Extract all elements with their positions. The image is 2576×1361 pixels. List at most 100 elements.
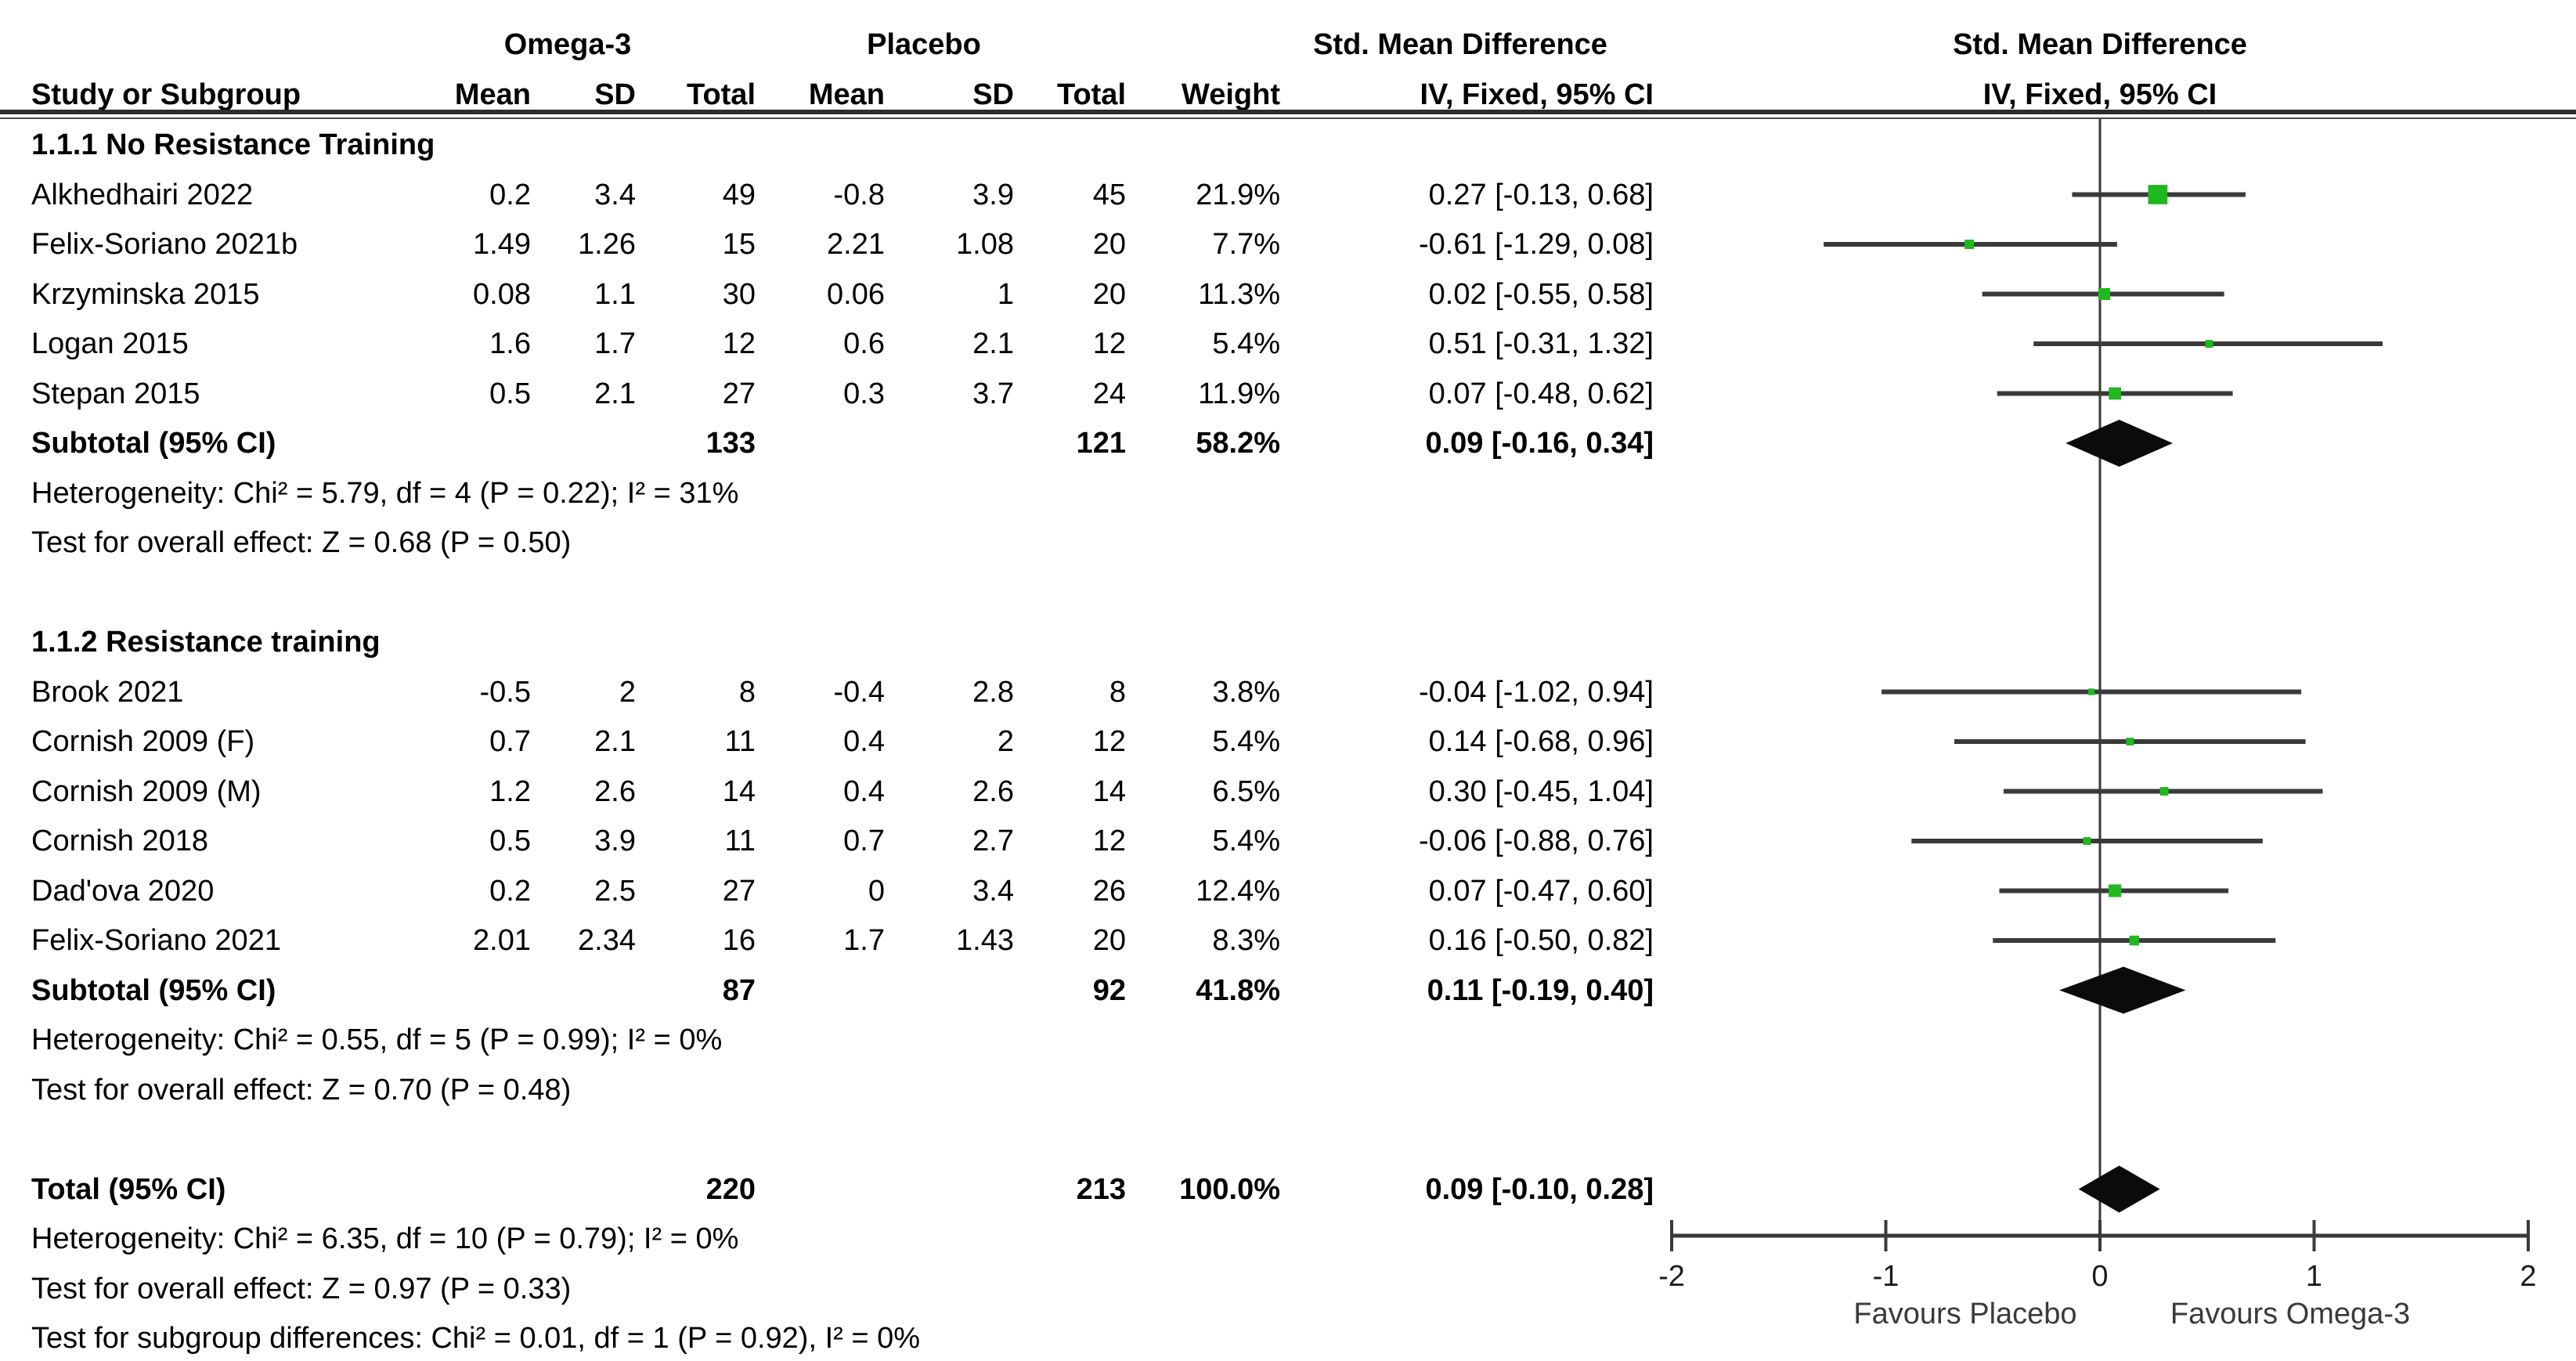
treatment-sd-cell: 3.9: [594, 825, 636, 857]
ci-text-cell: 0.02 [-0.55, 0.58]: [1428, 277, 1654, 311]
treatment-total-cell: 16: [722, 924, 756, 957]
control-mean-cell: 0.4: [843, 725, 885, 758]
treatment-total-cell: 14: [722, 774, 756, 808]
weight-cell: 12.4%: [1196, 874, 1280, 908]
treatment-sd-cell: 2.6: [594, 774, 636, 808]
study-name-cell: Krzyminska 2015: [31, 277, 260, 311]
study-name-cell: Cornish 2009 (F): [31, 725, 255, 758]
weight-cell: 6.5%: [1212, 774, 1280, 808]
overall-effect-text: Test for overall effect: Z = 0.70 (P = 0…: [31, 1073, 572, 1106]
treatment-sd-cell: 2.1: [594, 725, 636, 758]
weight-cell: 5.4%: [1212, 327, 1280, 360]
control-total-cell: 12: [1092, 327, 1126, 360]
total-label: Total (95% CI): [31, 1172, 226, 1206]
control-mean-cell: 1.7: [843, 924, 885, 957]
ci-text-cell: 0.11 [-0.19, 0.40]: [1427, 973, 1654, 1007]
effect-square: [2087, 688, 2095, 695]
ci-text-cell: -0.61 [-1.29, 0.08]: [1419, 228, 1654, 261]
control-sd-cell: 3.4: [972, 874, 1014, 908]
overall-effect-text: Test for overall effect: Z = 0.97 (P = 0…: [31, 1272, 572, 1305]
subgroup-header: 1.1.2 Resistance training: [31, 626, 381, 659]
treatment-sd-cell: 3.4: [594, 178, 636, 211]
axis-tick-label: 0: [2091, 1260, 2109, 1293]
study-name-cell: Logan 2015: [31, 327, 189, 360]
axis-tick-label: 1: [2305, 1260, 2323, 1293]
control-total-cell: 213: [1076, 1172, 1126, 1206]
treatment-sd-cell: 2.5: [594, 874, 636, 908]
study-name-cell: Cornish 2009 (M): [31, 774, 262, 808]
treatment-mean-cell: 0.5: [489, 825, 531, 857]
control-total-cell: 20: [1092, 277, 1126, 311]
control-mean-cell: 0.6: [843, 327, 885, 360]
treatment-mean-cell: 0.2: [489, 874, 531, 908]
treatment-total-cell: 49: [722, 178, 756, 211]
treatment-mean-cell: -0.5: [479, 675, 531, 709]
treatment-total-cell: 15: [722, 228, 756, 261]
overall-effect-text: Test for overall effect: Z = 0.68 (P = 0…: [31, 526, 572, 559]
header-total-treatment: Total: [687, 78, 756, 111]
header-effect-left: Std. Mean Difference: [1313, 28, 1607, 61]
weight-cell: 8.3%: [1212, 924, 1280, 957]
control-total-cell: 24: [1092, 377, 1126, 410]
study-name-cell: Felix-Soriano 2021b: [31, 228, 298, 261]
header-divider-rule: [0, 110, 2576, 119]
heterogeneity-text: Heterogeneity: Chi² = 5.79, df = 4 (P = …: [31, 476, 739, 510]
header-treatment-group: Omega-3: [503, 28, 632, 61]
header-total-control: Total: [1057, 78, 1126, 111]
weight-cell: 7.7%: [1212, 228, 1280, 261]
ci-text-cell: 0.09 [-0.16, 0.34]: [1425, 427, 1654, 460]
control-sd-cell: 2.6: [972, 774, 1014, 808]
treatment-total-cell: 8: [738, 675, 756, 709]
header-mean-control: Mean: [808, 78, 885, 111]
control-sd-cell: 3.9: [972, 178, 1014, 211]
subtotal-label: Subtotal (95% CI): [31, 973, 276, 1007]
total-diamond: [2078, 1165, 2160, 1213]
control-sd-cell: 2.7: [972, 825, 1014, 857]
control-sd-cell: 3.7: [972, 377, 1014, 410]
control-total-cell: 20: [1092, 924, 1126, 957]
weight-cell: 11.3%: [1198, 277, 1280, 311]
control-mean-cell: 0.06: [827, 277, 885, 311]
control-total-cell: 14: [1092, 774, 1126, 808]
header-sd-treatment: SD: [594, 78, 636, 111]
control-total-cell: 45: [1092, 178, 1126, 211]
effect-square: [2098, 287, 2111, 301]
effect-square: [2109, 387, 2121, 400]
control-total-cell: 26: [1092, 874, 1126, 908]
treatment-sd-cell: 2.1: [594, 377, 636, 410]
control-mean-cell: 0.7: [843, 825, 885, 857]
weight-cell: 21.9%: [1196, 178, 1280, 211]
study-name-cell: Cornish 2018: [31, 825, 209, 857]
header-method-left: IV, Fixed, 95% CI: [1420, 78, 1654, 111]
header-method-right: IV, Fixed, 95% CI: [1983, 78, 2217, 111]
treatment-total-cell: 27: [722, 377, 756, 410]
header-mean-treatment: Mean: [454, 78, 531, 111]
ci-text-cell: 0.07 [-0.48, 0.62]: [1428, 377, 1654, 410]
treatment-mean-cell: 0.5: [489, 377, 531, 410]
subtotal-diamond: [2059, 966, 2186, 1014]
control-total-cell: 12: [1092, 825, 1126, 857]
treatment-sd-cell: 2: [619, 675, 636, 709]
control-mean-cell: -0.8: [833, 178, 885, 211]
effect-square: [2148, 185, 2168, 204]
weight-cell: 5.4%: [1212, 825, 1280, 857]
control-sd-cell: 2.1: [972, 327, 1014, 360]
treatment-sd-cell: 2.34: [578, 924, 636, 957]
header-study-or-subgroup: Study or Subgroup: [31, 78, 301, 111]
control-total-cell: 121: [1076, 427, 1126, 460]
effect-square: [2159, 787, 2169, 796]
ci-text-cell: 0.16 [-0.50, 0.82]: [1428, 924, 1654, 957]
treatment-mean-cell: 1.49: [473, 228, 531, 261]
treatment-mean-cell: 1.6: [489, 327, 531, 360]
weight-cell: 58.2%: [1196, 427, 1280, 460]
treatment-sd-cell: 1.1: [594, 277, 636, 311]
study-name-cell: Stepan 2015: [31, 377, 200, 410]
control-sd-cell: 1: [997, 277, 1014, 311]
treatment-mean-cell: 0.2: [489, 178, 531, 211]
subgroup-header: 1.1.1 No Resistance Training: [31, 128, 435, 161]
control-sd-cell: 1.43: [956, 924, 1014, 957]
control-mean-cell: 0.4: [843, 774, 885, 808]
control-total-cell: 20: [1092, 228, 1126, 261]
study-name-cell: Dad'ova 2020: [31, 874, 215, 908]
